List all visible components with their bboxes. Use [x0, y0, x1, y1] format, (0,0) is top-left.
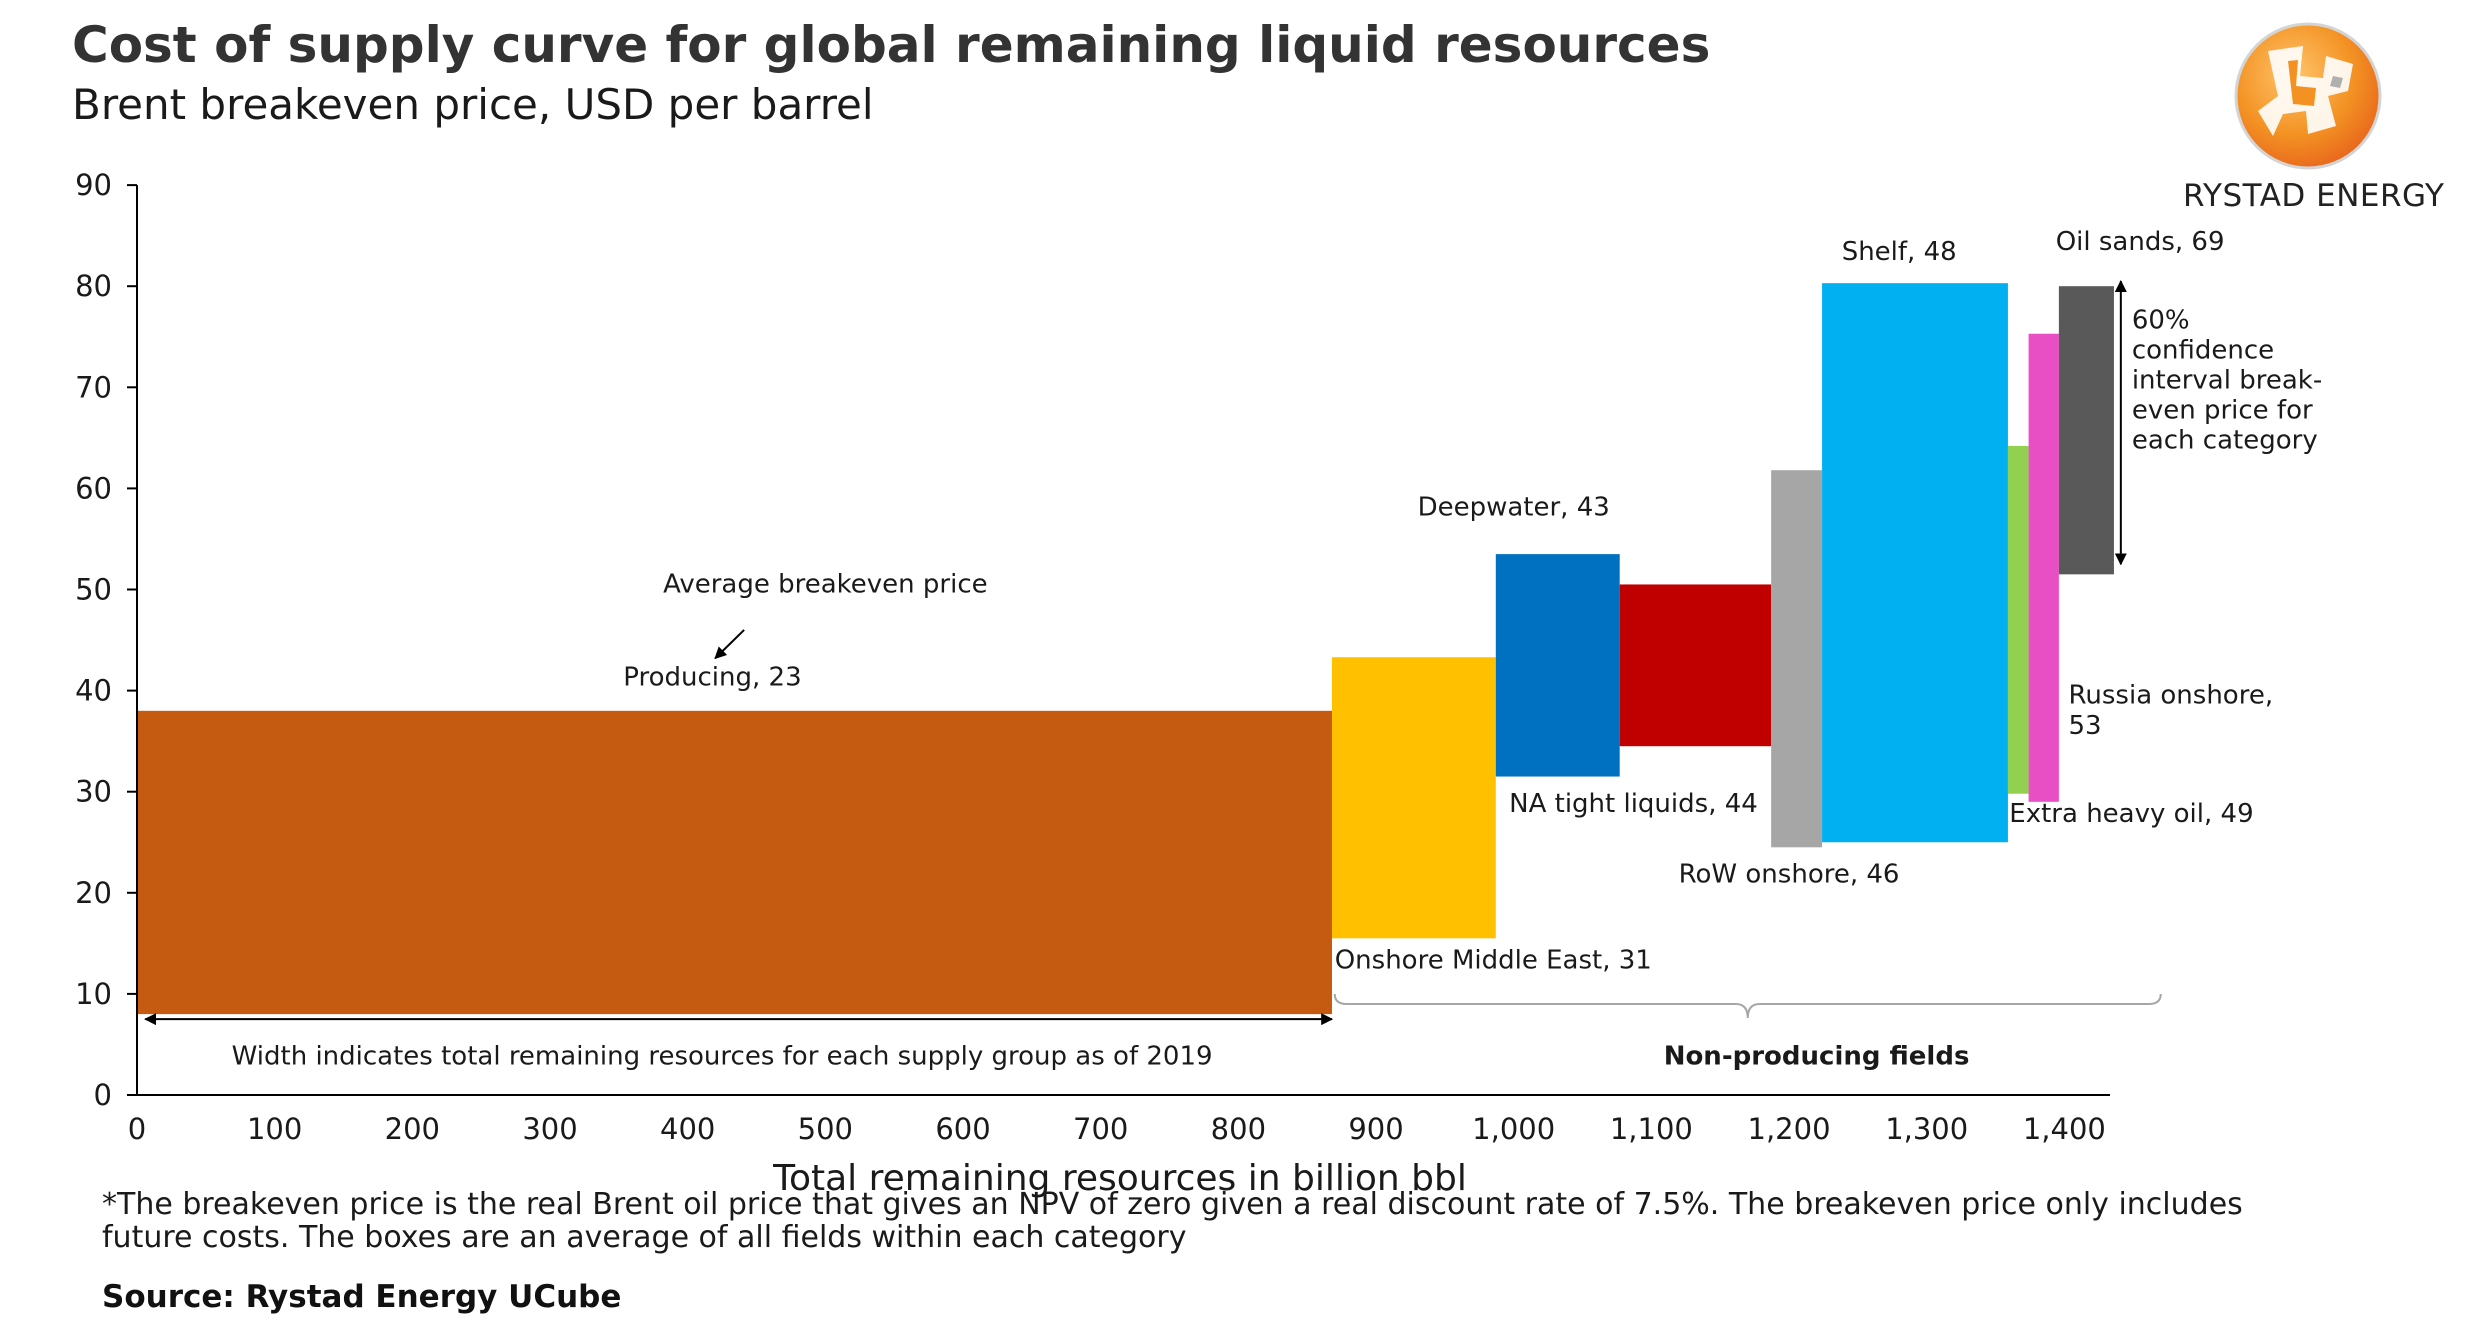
confidence-text-line-3: even price for — [2132, 396, 2313, 426]
y-tick-label-4: 40 — [75, 674, 112, 708]
x-tick-label-13: 1,300 — [1885, 1112, 1968, 1146]
x-tick-label-2: 200 — [385, 1112, 440, 1146]
supply-bar-7 — [2028, 333, 2059, 802]
supply-bar-0 — [137, 710, 1332, 1015]
supply-bar-4 — [1771, 470, 1823, 848]
x-tick-label-11: 1,100 — [1610, 1112, 1693, 1146]
rystad-logo-icon — [2234, 22, 2382, 170]
y-tick-label-6: 60 — [75, 471, 112, 505]
x-tick-label-5: 500 — [798, 1112, 853, 1146]
x-tick-label-9: 900 — [1348, 1112, 1403, 1146]
average-breakeven-label: Average breakeven price — [663, 570, 988, 600]
bar-label-1: Onshore Middle East, 31 — [1335, 946, 1652, 976]
y-tick-label-5: 50 — [75, 573, 112, 607]
supply-bar-2 — [1495, 554, 1620, 777]
confidence-text-line-2: interval break- — [2132, 366, 2322, 396]
supply-bar-8 — [2058, 286, 2114, 575]
brand-name: RYSTAD ENERGY — [2183, 178, 2445, 214]
supply-bar-3 — [1619, 584, 1772, 747]
chart-title: Cost of supply curve for global remainin… — [72, 16, 1711, 74]
y-tick-label-7: 70 — [75, 370, 112, 404]
bar-label-8: Oil sands, 69 — [2056, 227, 2225, 257]
bar-labels: Producing, 23 Onshore Middle East, 31 Deep… — [623, 227, 2273, 976]
footnote: *The breakeven price is the real Brent o… — [102, 1187, 2243, 1255]
non-producing-brace — [1333, 993, 2162, 1019]
supply-bar-5 — [1822, 283, 2008, 843]
annotations: Average breakeven price Width indicates t… — [144, 279, 2322, 1072]
y-tick-label-1: 10 — [75, 977, 112, 1011]
x-tick-label-7: 700 — [1073, 1112, 1128, 1146]
y-tick-label-8: 80 — [75, 269, 112, 303]
bar-label-7-line2: 53 — [2069, 711, 2102, 741]
bar-label-7-line1: Russia onshore, — [2069, 681, 2274, 711]
width-note-label: Width indicates total remaining resource… — [232, 1042, 1213, 1072]
supply-bars — [137, 283, 2114, 1015]
bar-label-4: RoW onshore, 46 — [1679, 860, 1900, 890]
confidence-text-line-4: each category — [2132, 426, 2318, 456]
confidence-text-line-0: 60% — [2132, 306, 2190, 336]
x-tick-label-1: 100 — [247, 1112, 302, 1146]
x-tick-label-14: 1,400 — [2023, 1112, 2106, 1146]
y-tick-label-9: 90 — [75, 168, 112, 202]
chart-subtitle: Brent breakeven price, USD per barrel — [72, 80, 874, 129]
average-breakeven-arrow — [714, 629, 745, 660]
x-tick-label-10: 1,000 — [1472, 1112, 1555, 1146]
bar-label-0: Producing, 23 — [623, 663, 801, 693]
bar-label-5: Shelf, 48 — [1842, 237, 1957, 267]
source-note: Source: Rystad Energy UCube — [102, 1279, 622, 1315]
x-tick-label-3: 300 — [522, 1112, 577, 1146]
bar-label-2: Deepwater, 43 — [1418, 493, 1610, 523]
non-producing-label: Non-producing fields — [1664, 1042, 1970, 1072]
bar-label-3: NA tight liquids, 44 — [1509, 789, 1758, 819]
x-tick-label-4: 400 — [660, 1112, 715, 1146]
x-tick-label-0: 0 — [128, 1112, 146, 1146]
supply-bar-1 — [1331, 657, 1496, 939]
y-tick-label-3: 30 — [75, 775, 112, 809]
confidence-text-line-1: confidence — [2132, 336, 2274, 366]
supply-bar-6 — [2007, 445, 2029, 794]
y-tick-label-2: 20 — [75, 876, 112, 910]
x-axis-title: Total remaining resources in billion bbl — [772, 1158, 1467, 1199]
bar-label-6: Extra heavy oil, 49 — [2009, 799, 2253, 829]
x-tick-label-12: 1,200 — [1748, 1112, 1831, 1146]
y-tick-label-0: 0 — [94, 1078, 112, 1112]
x-tick-label-8: 800 — [1211, 1112, 1266, 1146]
x-tick-label-6: 600 — [935, 1112, 990, 1146]
